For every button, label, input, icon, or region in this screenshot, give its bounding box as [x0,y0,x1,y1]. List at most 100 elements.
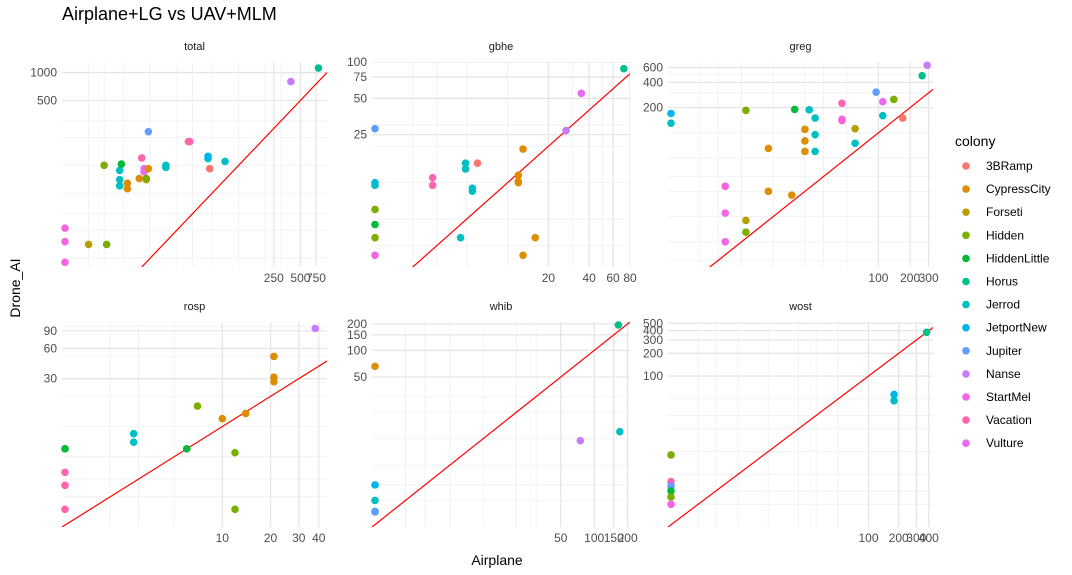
legend-label: Vacation [986,413,1032,427]
y-tick-label: 100 [347,343,367,357]
legend-key [962,231,970,240]
data-point [115,182,124,190]
legend-label: Horus [986,275,1018,289]
data-point [468,187,477,195]
data-point [742,216,750,225]
y-tick-label: 100 [347,55,367,69]
legend-label: Forseti [986,205,1023,219]
data-point [805,106,814,114]
data-point [519,251,527,260]
x-tick-label: 20 [542,271,556,285]
data-point [371,481,379,489]
x-tick-label: 40 [312,531,326,545]
data-point [764,187,773,196]
y-tick-label: 25 [354,128,368,142]
data-point [667,109,675,118]
data-point [142,174,151,183]
y-tick-label: 200 [347,317,367,331]
data-point [61,481,69,490]
x-tick-label: 300 [906,531,926,545]
x-tick-label: 200 [900,271,920,285]
data-point [790,105,799,114]
legend-key [962,277,970,286]
data-point [61,224,69,232]
data-points [667,61,931,246]
data-point [115,175,124,184]
data-point [84,240,93,249]
identity-line [372,322,630,527]
legend-key [962,162,970,170]
x-tick-label: 200 [618,531,638,545]
data-point [922,328,931,337]
legend-label: Jupiter [986,344,1022,358]
data-point [878,97,887,106]
data-point [721,209,730,217]
legend-label: CypressCity [986,182,1051,196]
legend-key [962,300,970,309]
data-point [616,427,624,436]
legend-key [962,185,970,193]
x-axis-title: Airplane [471,552,523,568]
y-tick-label: 200 [643,346,663,360]
data-point [162,161,170,170]
y-tick-label: 75 [354,70,368,84]
x-tick-label: 750 [306,271,326,285]
data-point [801,125,809,134]
data-point [311,324,320,333]
data-point [117,160,126,168]
y-tick-label: 400 [643,324,663,338]
data-point [614,321,623,329]
y-tick-label: 500 [37,93,57,107]
data-point [872,88,880,97]
data-point [667,493,675,501]
data-point [428,181,437,190]
data-point [61,445,69,453]
data-point [231,505,239,514]
data-point [371,362,379,371]
data-point [193,402,202,410]
x-tick-label: 50 [554,531,568,545]
identity-line [141,72,327,267]
x-tick-label: 250 [264,271,284,285]
y-tick-label: 30 [44,372,58,386]
legend-key [962,370,970,378]
y-tick-label: 100 [643,369,663,383]
data-point [371,233,379,242]
panel-strip-label: whib [489,301,513,313]
data-point [270,352,278,361]
panel-strip-label: wost [788,301,812,313]
x-tick-label: 10 [216,531,230,545]
data-point [371,124,379,133]
data-point [764,144,773,153]
data-point [241,409,250,418]
data-point [61,505,69,514]
y-axis-title: Drone_AI [7,258,23,317]
x-tick-label: 60 [606,271,620,285]
legend-label: Nanse [986,367,1021,381]
data-point [918,71,926,80]
y-tick-label: 90 [44,324,58,338]
gridlines [668,322,933,527]
data-point [721,237,730,246]
data-point [838,99,846,108]
data-point [270,373,278,382]
legend: colony 3BRamp CypressCity Forseti Hidden Hid… [955,133,1051,450]
identity-line [412,73,630,267]
data-point [787,191,796,199]
data-point [137,154,146,162]
data-point [371,205,379,214]
data-point [851,139,859,148]
y-tick-label: 300 [643,333,663,347]
legend-key [962,416,970,424]
data-point [562,126,570,135]
data-point [456,233,465,242]
y-tick-label: 200 [643,101,663,115]
x-tick-label: 150 [604,531,624,545]
data-point [514,177,523,186]
data-point [129,438,138,446]
